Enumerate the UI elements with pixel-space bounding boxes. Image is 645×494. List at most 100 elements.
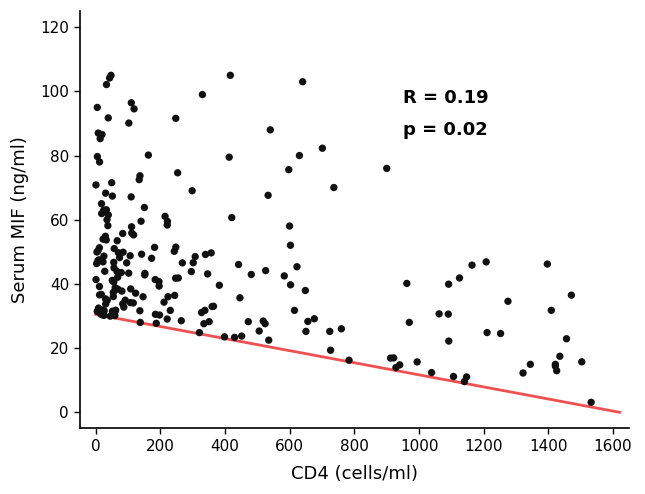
Point xyxy=(97,130,107,138)
Point xyxy=(96,290,106,298)
Point xyxy=(481,258,491,266)
Point xyxy=(159,298,169,306)
Point xyxy=(444,337,454,345)
Point xyxy=(128,299,139,307)
Point xyxy=(113,285,123,293)
Point xyxy=(138,293,148,301)
Point xyxy=(382,165,392,172)
Point xyxy=(233,260,244,268)
Point xyxy=(116,269,126,277)
Point xyxy=(117,287,127,295)
Text: p = 0.02: p = 0.02 xyxy=(403,121,488,139)
Point xyxy=(284,165,294,173)
Point xyxy=(108,258,119,266)
Point xyxy=(443,310,453,318)
Point xyxy=(264,336,274,344)
Point xyxy=(169,247,179,255)
Point xyxy=(105,312,115,320)
Point xyxy=(117,230,128,238)
Point xyxy=(108,278,119,286)
Point xyxy=(108,292,119,300)
Point xyxy=(112,237,123,245)
Point xyxy=(143,151,154,159)
Point xyxy=(444,280,454,288)
Point xyxy=(224,153,234,161)
Point xyxy=(94,158,104,166)
Y-axis label: Serum MIF (ng/ml): Serum MIF (ng/ml) xyxy=(11,136,29,303)
Point xyxy=(125,252,135,260)
Point xyxy=(225,71,235,79)
Point xyxy=(546,306,557,314)
Point xyxy=(94,304,104,312)
Point xyxy=(285,281,295,289)
Point xyxy=(196,309,206,317)
Point xyxy=(204,318,214,326)
Point xyxy=(92,248,102,256)
Point xyxy=(124,119,134,127)
Point xyxy=(96,306,106,314)
Point xyxy=(97,310,107,318)
Point xyxy=(197,90,208,98)
Point xyxy=(112,273,123,281)
Point xyxy=(467,261,477,269)
Point xyxy=(577,358,587,366)
Point xyxy=(94,305,104,313)
Point xyxy=(134,176,144,184)
Point xyxy=(117,300,128,308)
Point xyxy=(99,267,110,275)
Point xyxy=(126,223,137,231)
Point xyxy=(391,364,401,371)
Point xyxy=(454,274,464,282)
Point xyxy=(125,299,135,307)
Point xyxy=(285,241,295,249)
Point xyxy=(208,302,219,310)
Point xyxy=(135,172,145,180)
Point xyxy=(279,272,290,280)
Point xyxy=(103,114,114,122)
Point xyxy=(170,291,180,299)
Point xyxy=(91,276,101,284)
Point xyxy=(518,369,528,377)
Point xyxy=(226,213,237,221)
Point xyxy=(194,329,204,336)
Point xyxy=(386,354,396,362)
Point xyxy=(551,367,562,374)
Point xyxy=(101,236,112,244)
Point xyxy=(177,259,188,267)
Point xyxy=(95,310,106,318)
Point xyxy=(98,258,108,266)
Point xyxy=(104,74,115,82)
Point xyxy=(448,372,459,380)
Point xyxy=(110,312,120,320)
Point xyxy=(128,231,139,239)
Point xyxy=(94,244,104,251)
Point xyxy=(329,184,339,192)
Point xyxy=(119,303,129,311)
Point xyxy=(150,244,160,251)
Point xyxy=(344,356,354,364)
Point xyxy=(150,276,161,284)
Point xyxy=(303,318,313,326)
Point xyxy=(96,200,106,207)
Point xyxy=(561,335,571,343)
Point xyxy=(110,284,121,292)
Point xyxy=(102,296,112,304)
Point xyxy=(162,221,172,229)
Point xyxy=(101,206,112,214)
Point xyxy=(297,78,308,85)
Point xyxy=(172,169,183,177)
Point xyxy=(135,319,145,327)
Point xyxy=(91,181,101,189)
Point xyxy=(214,282,224,289)
Point xyxy=(163,217,173,225)
X-axis label: CD4 (cells/ml): CD4 (cells/ml) xyxy=(291,465,418,483)
Point xyxy=(190,252,201,260)
Point xyxy=(139,271,150,279)
Point xyxy=(101,295,111,303)
Point xyxy=(92,153,103,161)
Point xyxy=(290,306,300,314)
Point xyxy=(170,274,181,282)
Point xyxy=(395,361,405,369)
Text: R = 0.19: R = 0.19 xyxy=(403,89,488,107)
Point xyxy=(108,288,119,296)
